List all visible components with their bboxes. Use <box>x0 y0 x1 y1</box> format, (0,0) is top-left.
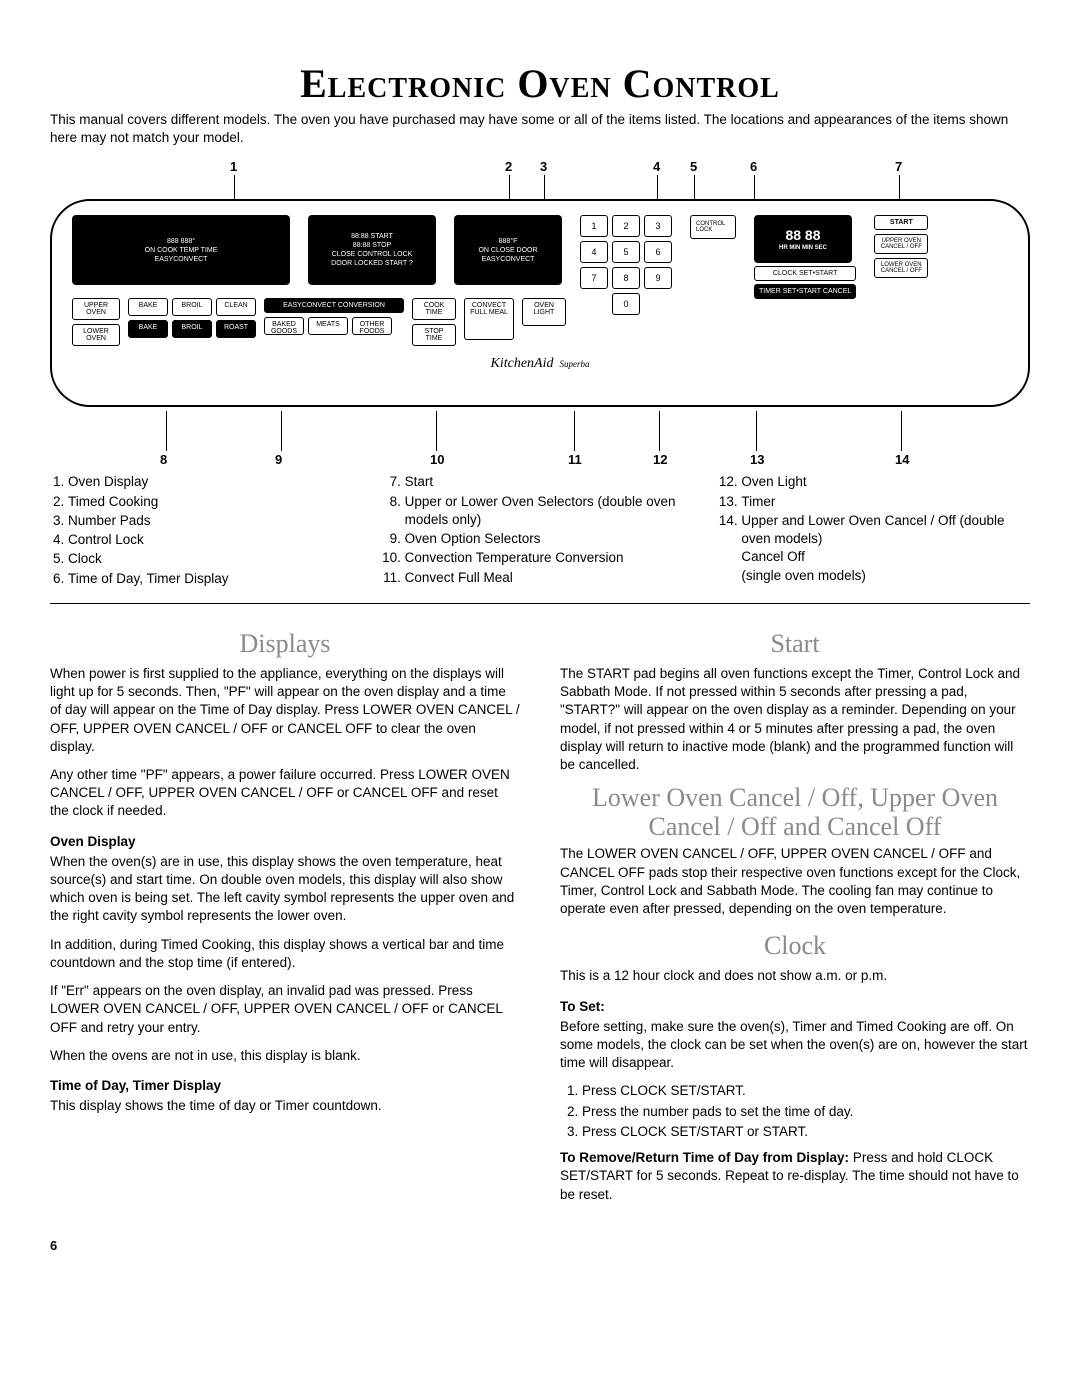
brand-label: KitchenAidSuperba <box>72 356 1008 372</box>
control-panel-diagram: 888 888° ON COOK TEMP TIME EASYCONVECT 8… <box>50 199 1030 407</box>
keypad-3: 3 <box>644 215 672 237</box>
conv-baked-goods: BAKED GOODS <box>264 317 304 335</box>
displays-p5: If "Err" appears on the oven display, an… <box>50 982 520 1037</box>
start-p1: The START pad begins all oven functions … <box>560 665 1030 774</box>
legend-item: Convection Temperature Conversion <box>405 549 694 567</box>
keypad-4: 4 <box>580 241 608 263</box>
oven-display-heading: Oven Display <box>50 833 520 851</box>
legend-item: Convect Full Meal <box>405 569 694 587</box>
stop-time-button: STOP TIME <box>412 324 456 346</box>
option-selectors: BAKEBROILCLEAN BAKEBROILROAST <box>128 298 256 338</box>
option-broil: BROIL <box>172 298 212 316</box>
keypad-7: 7 <box>580 267 608 289</box>
cancel-p1: The LOWER OVEN CANCEL / OFF, UPPER OVEN … <box>560 845 1030 918</box>
legend-item: Start <box>405 473 694 491</box>
displays-p6: When the ovens are not in use, this disp… <box>50 1047 520 1065</box>
legend-item: Control Lock <box>68 531 357 549</box>
option-bake: BAKE <box>128 298 168 316</box>
page-title: Electronic Oven Control <box>50 60 1030 107</box>
keypad-5: 5 <box>612 241 640 263</box>
page-number: 6 <box>50 1238 1030 1253</box>
option-broil: BROIL <box>172 320 212 338</box>
clock-step: Press CLOCK SET/START. <box>582 1082 1030 1100</box>
option-roast: ROAST <box>216 320 256 338</box>
lower-cancel-button: LOWER OVEN CANCEL / OFF <box>874 258 928 278</box>
clock-p2: Before setting, make sure the oven(s), T… <box>560 1018 1030 1073</box>
control-lock-label: CONTROL LOCK <box>690 215 736 239</box>
displays-p2: Any other time "PF" appears, a power fai… <box>50 766 520 821</box>
displays-p3: When the oven(s) are in use, this displa… <box>50 853 520 926</box>
legend-item: Oven Display <box>68 473 357 491</box>
cancel-heading: Lower Oven Cancel / Off, Upper Oven Canc… <box>560 784 1030 841</box>
legend-item: Upper or Lower Oven Selectors (double ov… <box>405 493 694 529</box>
keypad-2: 2 <box>612 215 640 237</box>
tod-heading: Time of Day, Timer Display <box>50 1077 520 1095</box>
legend-item: Number Pads <box>68 512 357 530</box>
legend-item: Timer <box>741 493 1030 511</box>
clock-p3: To Remove/Return Time of Day from Displa… <box>560 1149 1030 1204</box>
oven-display-left: 888 888° ON COOK TEMP TIME EASYCONVECT <box>72 215 290 285</box>
conv-meats: MEATS <box>308 317 348 335</box>
oven-selectors: UPPER OVEN LOWER OVEN <box>72 298 120 346</box>
legend-item: Clock <box>68 550 357 568</box>
timer-set-button: TIMER SET•START CANCEL <box>754 284 856 299</box>
oven-light-button: OVEN LIGHT <box>522 298 566 326</box>
timer-display: 88 88 HR MIN MIN SEC <box>754 215 852 263</box>
legend-item: Timed Cooking <box>68 493 357 511</box>
clock-p1: This is a 12 hour clock and does not sho… <box>560 967 1030 985</box>
displays-p1: When power is first supplied to the appl… <box>50 665 520 756</box>
option-bake: BAKE <box>128 320 168 338</box>
legend-item: Oven Light <box>741 473 1030 491</box>
left-column: Displays When power is first supplied to… <box>50 618 520 1214</box>
legend-item: Time of Day, Timer Display <box>68 570 357 588</box>
conversion-selectors: BAKED GOODSMEATSOTHER FOODS <box>264 317 404 335</box>
conv-other-foods: OTHER FOODS <box>352 317 392 335</box>
start-heading: Start <box>560 626 1030 661</box>
oven-display-right: 888°F ON CLOSE DOOR EASYCONVECT <box>454 215 562 285</box>
displays-p4: In addition, during Timed Cooking, this … <box>50 936 520 972</box>
legend-item: Upper and Lower Oven Cancel / Off (doubl… <box>741 512 1030 585</box>
easyconvect-label: EASYCONVECT CONVERSION <box>264 298 404 313</box>
displays-heading: Displays <box>50 626 520 661</box>
clock-step: Press CLOCK SET/START or START. <box>582 1123 1030 1141</box>
keypad-8: 8 <box>612 267 640 289</box>
keypad-1: 1 <box>580 215 608 237</box>
upper-cancel-button: UPPER OVEN CANCEL / OFF <box>874 234 928 254</box>
cook-time-button: COOK TIME <box>412 298 456 320</box>
clock-heading: Clock <box>560 928 1030 963</box>
clock-set-button: CLOCK SET•START <box>754 266 856 281</box>
clock-step: Press the number pads to set the time of… <box>582 1103 1030 1121</box>
clock-steps: Press CLOCK SET/START. Press the number p… <box>560 1082 1030 1141</box>
keypad-9: 9 <box>644 267 672 289</box>
option-clean: CLEAN <box>216 298 256 316</box>
keypad-0: 0 <box>612 293 640 315</box>
legend-item: Oven Option Selectors <box>405 530 694 548</box>
callouts-bottom: 891011121314 <box>50 407 1030 467</box>
keypad-6: 6 <box>644 241 672 263</box>
displays-p7: This display shows the time of day or Ti… <box>50 1097 520 1115</box>
keypad: 123 456 7890 <box>580 215 672 315</box>
to-set-heading: To Set: <box>560 998 1030 1016</box>
callout-legend: Oven Display Timed CookingNumber PadsCont… <box>50 473 1030 588</box>
intro-text: This manual covers different models. The… <box>50 111 1030 147</box>
time-mid-display: 88:88 START 88:88 STOP CLOSE CONTROL LOC… <box>308 215 436 285</box>
callouts-top: 1234567 <box>50 159 1030 199</box>
start-button: START <box>874 215 928 230</box>
right-column: Start The START pad begins all oven func… <box>560 618 1030 1214</box>
convect-meal-button: CONVECT FULL MEAL <box>464 298 514 340</box>
